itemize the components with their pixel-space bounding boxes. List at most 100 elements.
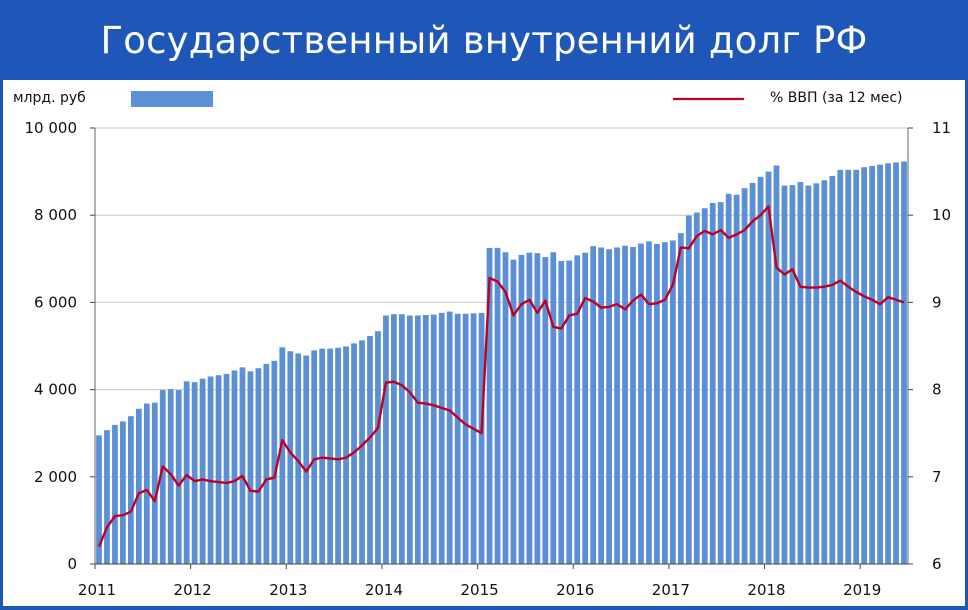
bar (128, 416, 134, 564)
bar (550, 252, 557, 564)
bar (757, 176, 764, 564)
title-bar: Государственный внутренний долг РФ (0, 0, 968, 80)
bar (877, 164, 883, 564)
bar (821, 180, 828, 564)
bar (215, 375, 222, 564)
bar (797, 182, 804, 564)
y-left-tick-label: 2 000 (34, 468, 77, 486)
bar (861, 167, 868, 564)
bar (717, 202, 724, 564)
bar (143, 403, 150, 564)
x-tick-label: 2016 (556, 581, 594, 599)
bar (367, 335, 373, 564)
bar (231, 370, 238, 564)
bar (494, 247, 501, 564)
bar (630, 247, 636, 564)
chart-title: Государственный внутренний долг РФ (100, 18, 868, 62)
x-tick-label: 2017 (652, 581, 690, 599)
bar (813, 183, 820, 564)
axes: 0 2 000 4 000 6 000 8 000 10 000 6 7 8 9 10 11 2011 2… (25, 119, 952, 599)
bar (462, 313, 469, 564)
bar (693, 212, 700, 564)
bar (598, 247, 604, 564)
bar (335, 347, 341, 564)
y-left-tick-label: 8 000 (34, 206, 77, 224)
bar (893, 162, 899, 564)
bar (606, 249, 612, 564)
bar (159, 390, 166, 564)
bar (430, 314, 437, 564)
bar (96, 435, 102, 564)
y-right-tick-label: 8 (932, 381, 942, 399)
bar-series (96, 161, 907, 565)
bar (247, 371, 254, 564)
bar (104, 430, 110, 564)
y-left-tick-label: 10 000 (25, 119, 78, 137)
bar (486, 247, 493, 564)
bar (526, 252, 533, 564)
bar (837, 169, 844, 565)
bar (327, 348, 333, 564)
bar (263, 363, 270, 564)
bar (191, 382, 198, 564)
bar (151, 402, 158, 564)
bar (438, 312, 445, 564)
bar (183, 381, 190, 564)
legend-bar-label: млрд. руб (13, 90, 86, 106)
chart-panel: 0 2 000 4 000 6 000 8 000 10 000 6 7 8 9 10 11 2011 2… (3, 80, 965, 606)
bar (781, 185, 788, 565)
bar (120, 421, 126, 564)
bar (733, 194, 740, 564)
bar (399, 314, 405, 564)
bar (446, 311, 453, 564)
bar (853, 169, 860, 565)
bar (279, 347, 286, 564)
bar (670, 240, 676, 565)
bar (414, 315, 421, 564)
bar (725, 193, 732, 564)
bar (295, 353, 302, 564)
bar (646, 241, 652, 565)
bar (175, 390, 182, 564)
bar (805, 185, 812, 565)
chart-svg: 0 2 000 4 000 6 000 8 000 10 000 6 7 8 9 10 11 2011 2… (13, 90, 952, 599)
bar (478, 312, 485, 564)
bar (239, 367, 246, 564)
x-tick-label: 2011 (78, 581, 116, 599)
bar (167, 389, 174, 564)
bar (391, 314, 397, 564)
bar (590, 246, 597, 564)
bar (709, 202, 716, 564)
bar (255, 368, 262, 564)
bar (582, 252, 589, 564)
bar (383, 315, 389, 564)
y-right-tick-label: 7 (932, 468, 942, 486)
bar (622, 245, 628, 564)
bar (654, 243, 660, 565)
legend: млрд. руб % ВВП (за 12 мес) (13, 90, 902, 107)
bar (199, 378, 206, 564)
bar (845, 169, 852, 565)
bar (638, 243, 644, 565)
y-right-tick-label: 6 (932, 555, 942, 573)
bar (534, 253, 541, 564)
bar (223, 373, 230, 564)
y-left-tick-label: 0 (67, 555, 77, 573)
x-tick-label: 2013 (269, 581, 307, 599)
bar (112, 424, 118, 564)
x-tick-label: 2014 (365, 581, 403, 599)
y-right-tick-label: 10 (932, 206, 951, 224)
bar (885, 163, 891, 564)
bar (207, 376, 214, 564)
bar (773, 165, 780, 564)
bar (502, 252, 509, 564)
legend-bar-swatch (131, 91, 213, 107)
bar (701, 208, 708, 564)
bar (901, 161, 907, 564)
bar (566, 260, 573, 564)
bar (542, 257, 549, 564)
bar (685, 215, 692, 564)
y-left-tick-label: 4 000 (34, 381, 77, 399)
line-series (97, 205, 905, 548)
bar (765, 171, 772, 564)
